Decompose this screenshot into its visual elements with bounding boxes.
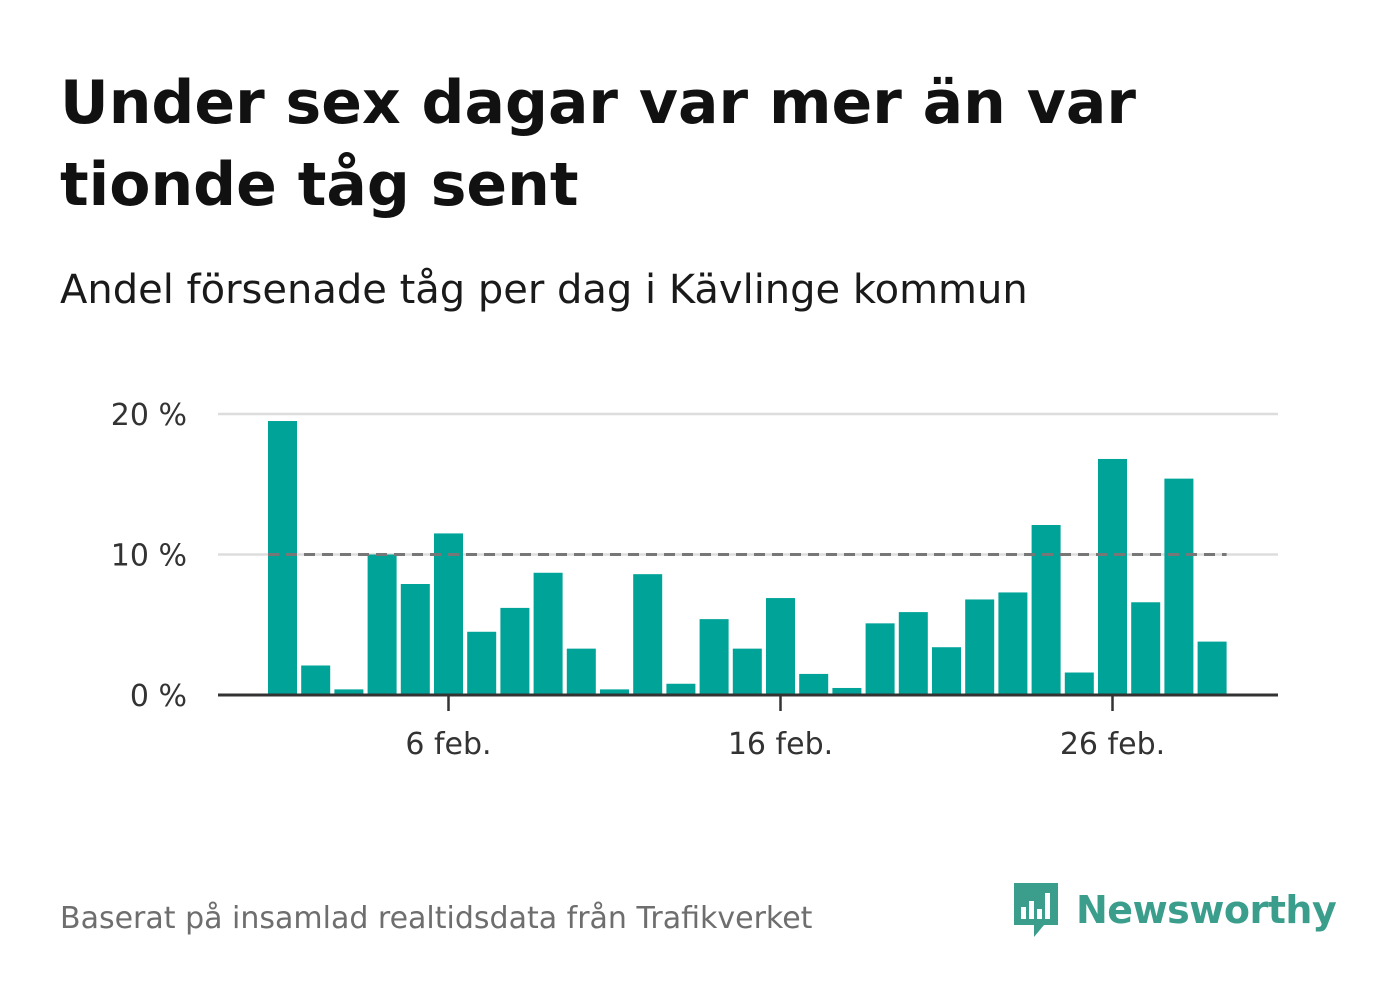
x-tick-label: 16 feb. (728, 727, 833, 762)
bar (633, 574, 663, 695)
bar (1197, 641, 1227, 695)
source-note: Baserat på insamlad realtidsdata från Tr… (60, 901, 813, 936)
bar (932, 647, 961, 695)
x-tick-label: 26 feb. (1060, 727, 1165, 762)
bar (766, 598, 795, 695)
bar (434, 533, 463, 695)
bar (898, 612, 928, 695)
bar (865, 623, 895, 695)
bar (1164, 478, 1194, 695)
bar (1131, 602, 1161, 695)
bar (268, 421, 297, 695)
newsworthy-logo-icon (1014, 883, 1058, 937)
bar (965, 599, 995, 695)
brand-name: Newsworthy (1076, 888, 1337, 932)
bar (1031, 524, 1061, 695)
bar (1064, 672, 1094, 695)
brand-logo: Newsworthy (1010, 878, 1337, 942)
bar (301, 665, 331, 695)
x-tick-label: 6 feb. (405, 727, 491, 762)
y-tick-label: 10 % (111, 539, 187, 574)
bar (799, 673, 829, 695)
bar (533, 572, 563, 695)
bar (367, 554, 397, 695)
bar (600, 689, 629, 695)
bar (400, 584, 430, 695)
y-tick-label: 0 % (130, 679, 187, 714)
bar (732, 648, 762, 695)
bar (998, 592, 1028, 695)
bar (832, 687, 862, 695)
bar (500, 607, 530, 695)
bar (699, 619, 729, 695)
bar (666, 683, 696, 695)
chart-subtitle: Andel försenade tåg per dag i Kävlinge k… (60, 267, 1028, 313)
chart-title: Under sex dagar var mer än var tionde tå… (60, 68, 1136, 220)
bar (1098, 458, 1127, 695)
bar (334, 689, 364, 695)
bar (467, 631, 497, 695)
y-tick-label: 20 % (111, 398, 187, 433)
bar (566, 648, 596, 695)
